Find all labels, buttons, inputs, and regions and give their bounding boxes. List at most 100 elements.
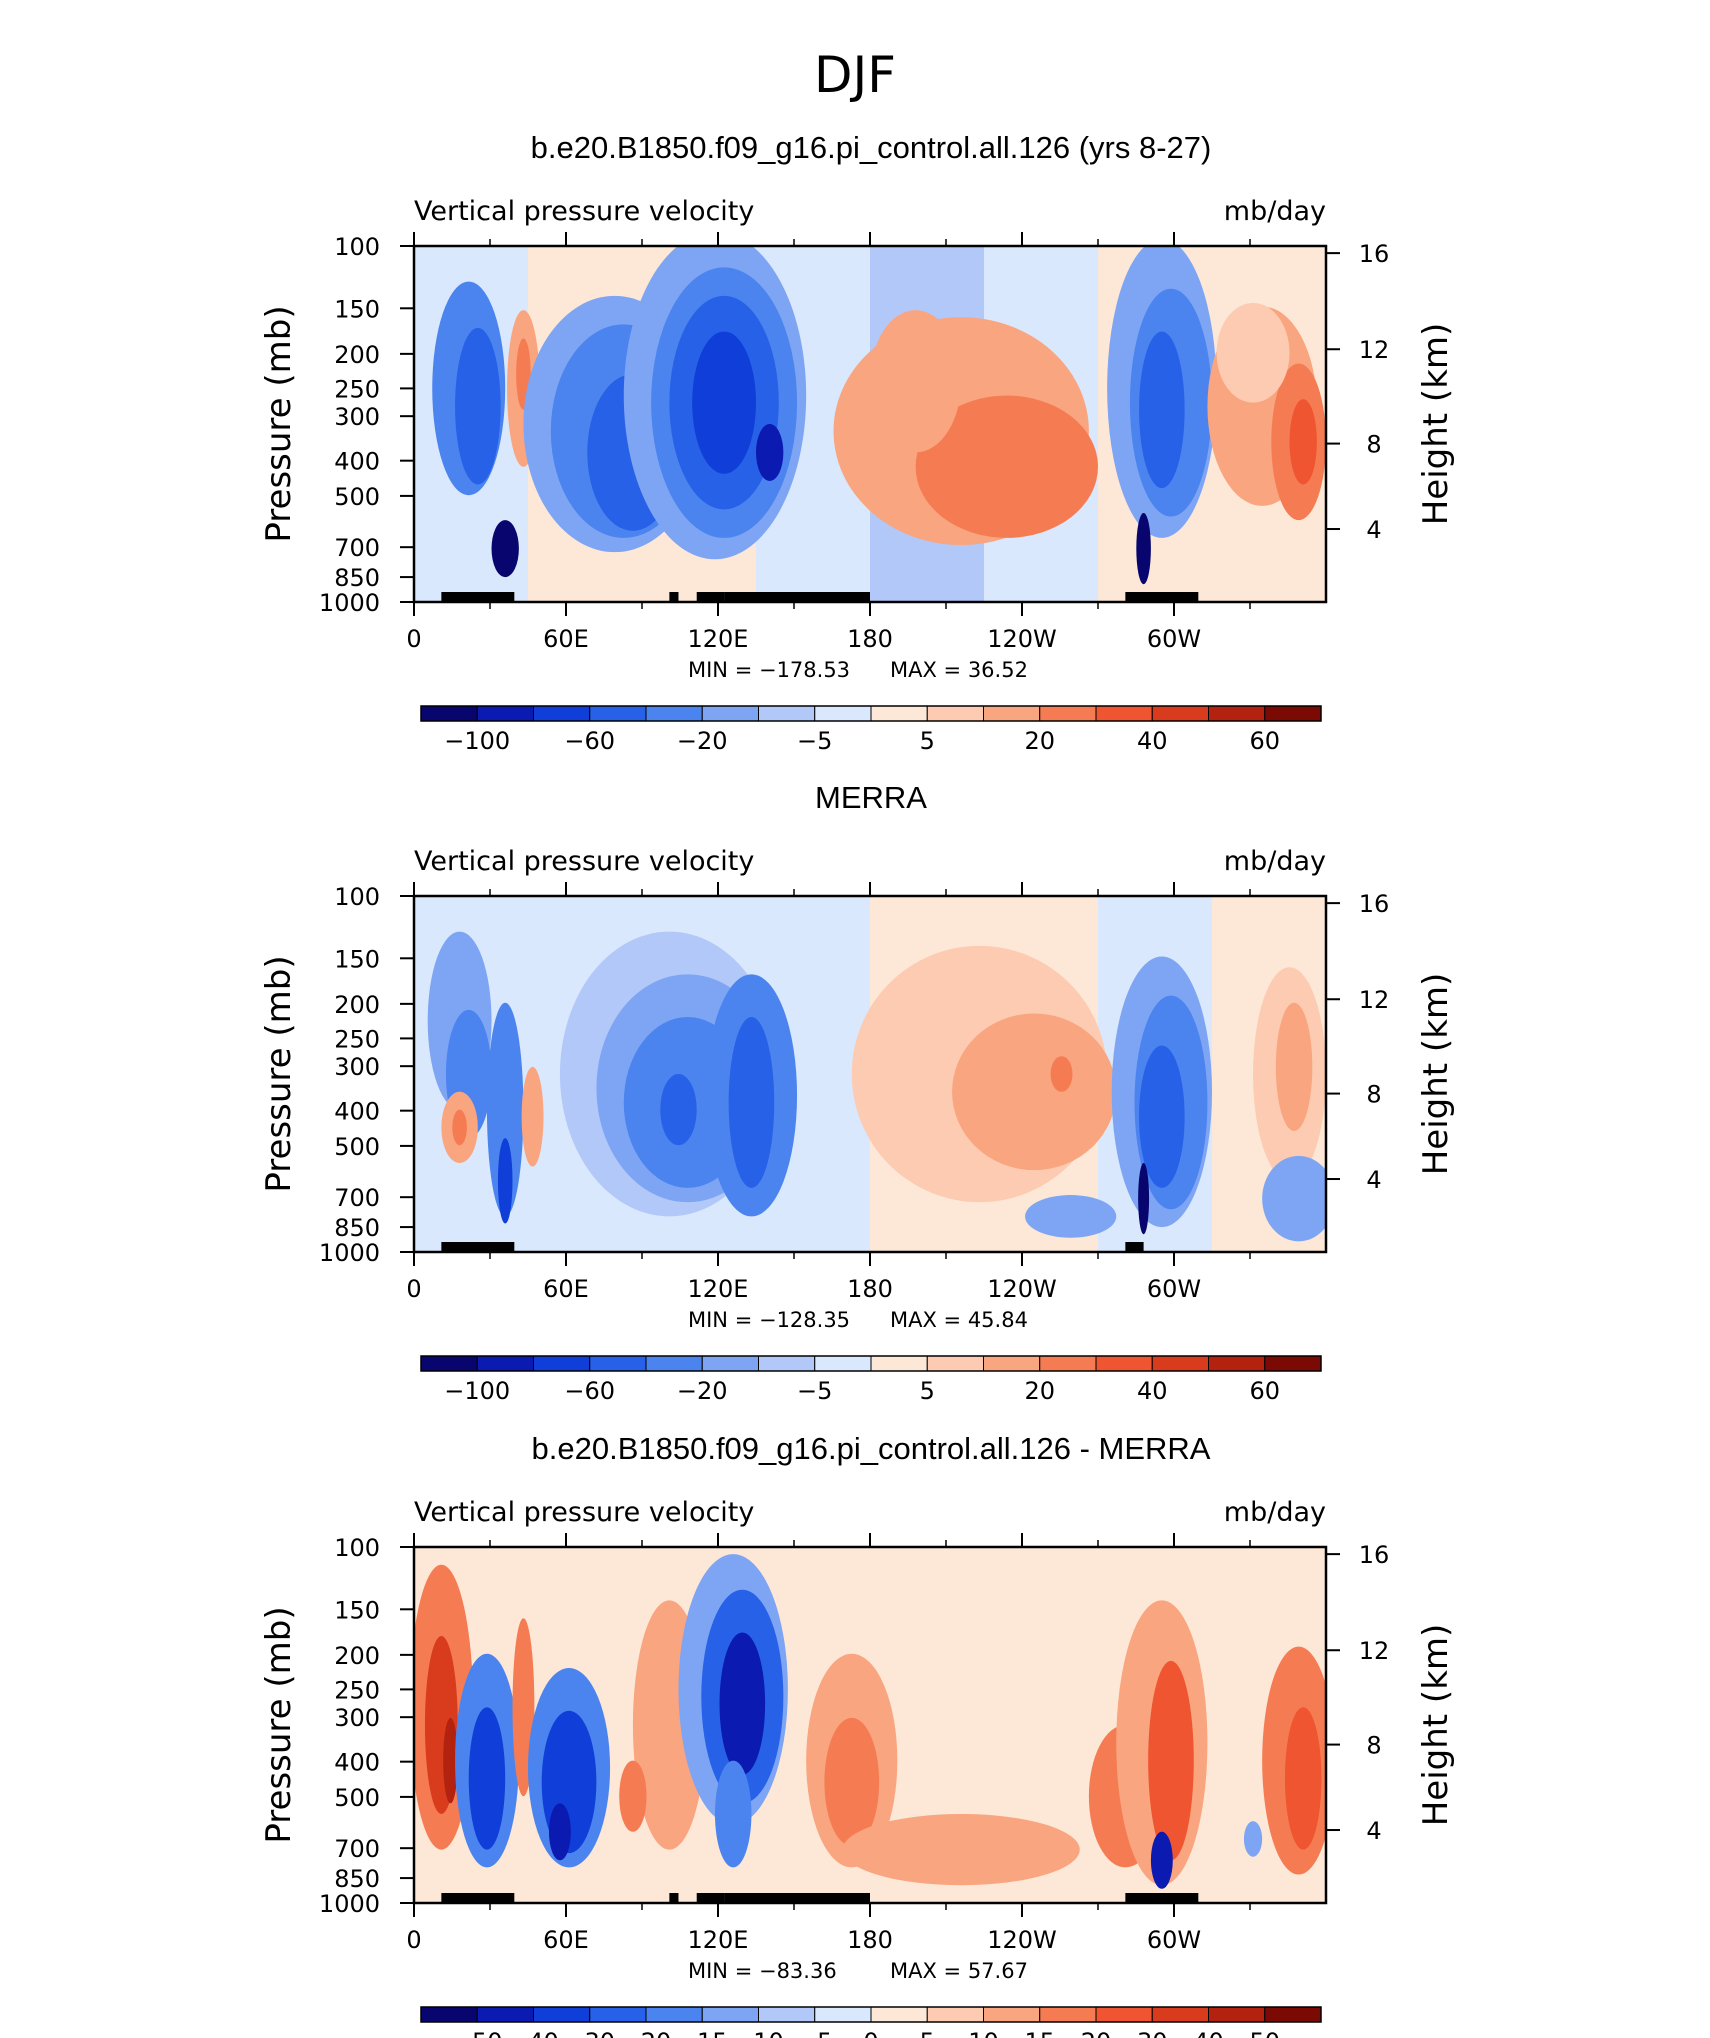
contour-field [414,246,1326,602]
x-tick-label: 120E [688,1926,749,1954]
y2-axis-label: Height (km) [1416,973,1456,1176]
colorbar-label: 40 [1137,1377,1168,1405]
y-tick-label: 850 [334,1865,380,1893]
y2-tick-label: 16 [1359,890,1390,918]
colorbar-swatch [645,1355,703,1372]
colorbar-label: 5 [920,2028,935,2038]
y-tick-label: 500 [334,483,380,511]
colorbar-label: 60 [1249,727,1280,755]
colorbar-label: 40 [1137,727,1168,755]
topography-mask [724,1893,870,1903]
y-tick-label: 200 [334,991,380,1019]
colorbar: −100 −60 −20 −5 5 20 40 60 [420,1355,1322,1405]
colorbar-label: −100 [444,727,510,755]
colorbar-label: −60 [564,727,615,755]
contour-region [1025,1195,1117,1238]
y-tick-label: 100 [334,883,380,911]
y-tick-label: 150 [334,945,380,973]
contour-region [1139,331,1185,489]
y-axis-label: Pressure (mb) [259,305,299,542]
contour-region [497,1138,513,1224]
contour-region [468,1707,506,1850]
left-string: Vertical pressure velocity [414,196,754,227]
colorbar-label: 5 [920,727,935,755]
y2-tick-label: 12 [1359,1637,1390,1665]
contour-region [1284,1707,1322,1850]
colorbar-frame [420,2006,1322,2023]
colorbar-swatch [1264,705,1322,722]
y2-tick-label: 16 [1359,240,1390,268]
x-tick-label: 0 [406,1275,421,1303]
colorbar-label: −60 [564,1377,615,1405]
left-string: Vertical pressure velocity [414,1497,754,1528]
y-tick-label: 1000 [319,1239,380,1267]
contour-region [660,1074,697,1146]
colorbar-swatch [983,1355,1041,1372]
colorbar-swatch [533,705,591,722]
panel-title: b.e20.B1850.f09_g16.pi_control.all.126 -… [532,1431,1211,1466]
colorbar-swatch [1039,1355,1097,1372]
colorbar-swatch [758,2006,816,2023]
colorbar-swatch [926,1355,984,1372]
y2-tick-label: 8 [1366,431,1381,459]
colorbar-label: 20 [1024,1377,1055,1405]
colorbar-swatch [476,2006,534,2023]
x-tick-label: 60E [543,1926,589,1954]
contour-region [1216,302,1290,403]
contour-region [1243,1821,1263,1857]
x-tick-label: 0 [406,1926,421,1954]
panel-1: b.e20.B1850.f09_g16.pi_control.all.126 (… [259,130,1456,755]
contour-region [452,1109,467,1146]
x-tick-label: 180 [847,625,893,653]
y-tick-label: 300 [334,403,380,431]
contour-region [1262,1155,1326,1242]
topography-mask [486,592,515,602]
colorbar-swatch [533,1355,591,1372]
colorbar-swatch [701,2006,759,2023]
x-tick-label: 0 [406,625,421,653]
contour-region [486,1002,524,1217]
min-label: MIN = −128.35 [688,1308,850,1332]
colorbar-swatch [758,1355,816,1372]
colorbar-label: −5 [797,727,832,755]
contour-region [728,1017,775,1188]
y-tick-label: 400 [334,448,380,476]
contour-region [1275,1002,1313,1131]
colorbar-label: −10 [733,2028,784,2038]
colorbar-swatch [926,705,984,722]
y-tick-label: 100 [334,233,380,261]
y-tick-label: 850 [334,1214,380,1242]
y-tick-label: 400 [334,1749,380,1777]
colorbar-label: −50 [452,2028,503,2038]
panel-title: MERRA [815,780,927,815]
colorbar-swatch [1264,1355,1322,1372]
y2-axis-label: Height (km) [1416,323,1456,526]
colorbar-label: 10 [968,2028,999,2038]
colorbar: −100 −60 −20 −5 5 20 40 60 [420,705,1322,755]
contour-region [1289,399,1317,485]
x-tick-label: 180 [847,1275,893,1303]
colorbar-label: −20 [677,727,728,755]
y-tick-label: 400 [334,1098,380,1126]
y2-tick-label: 16 [1359,1541,1390,1569]
contour-region [619,1760,647,1832]
y-tick-label: 250 [334,1025,380,1053]
y2-tick-label: 12 [1359,336,1390,364]
colorbar-swatch [814,1355,872,1372]
colorbar-swatch [1151,1355,1209,1372]
colorbar-label: −5 [797,2028,832,2038]
colorbar-swatch [1151,2006,1209,2023]
colorbar-swatch [870,705,928,722]
y-tick-label: 200 [334,1642,380,1670]
colorbar-swatch [420,705,478,722]
contour-region [952,1013,1117,1171]
contour-region [915,395,1098,538]
x-tick-label: 120W [987,625,1057,653]
y2-tick-label: 8 [1366,1732,1381,1760]
y2-tick-label: 12 [1359,986,1390,1014]
y-tick-label: 850 [334,564,380,592]
colorbar-label: 40 [1193,2028,1224,2038]
max-label: MAX = 45.84 [890,1308,1028,1332]
y-tick-label: 1000 [319,589,380,617]
contour-region [491,520,519,578]
